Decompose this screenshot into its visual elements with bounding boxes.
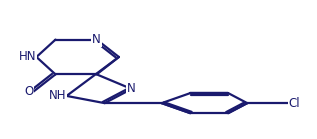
Text: NH: NH	[49, 89, 67, 102]
Text: Cl: Cl	[288, 97, 300, 110]
Text: N: N	[92, 33, 101, 46]
Text: N: N	[127, 82, 136, 95]
Text: HN: HN	[19, 50, 36, 64]
Text: O: O	[24, 85, 33, 98]
